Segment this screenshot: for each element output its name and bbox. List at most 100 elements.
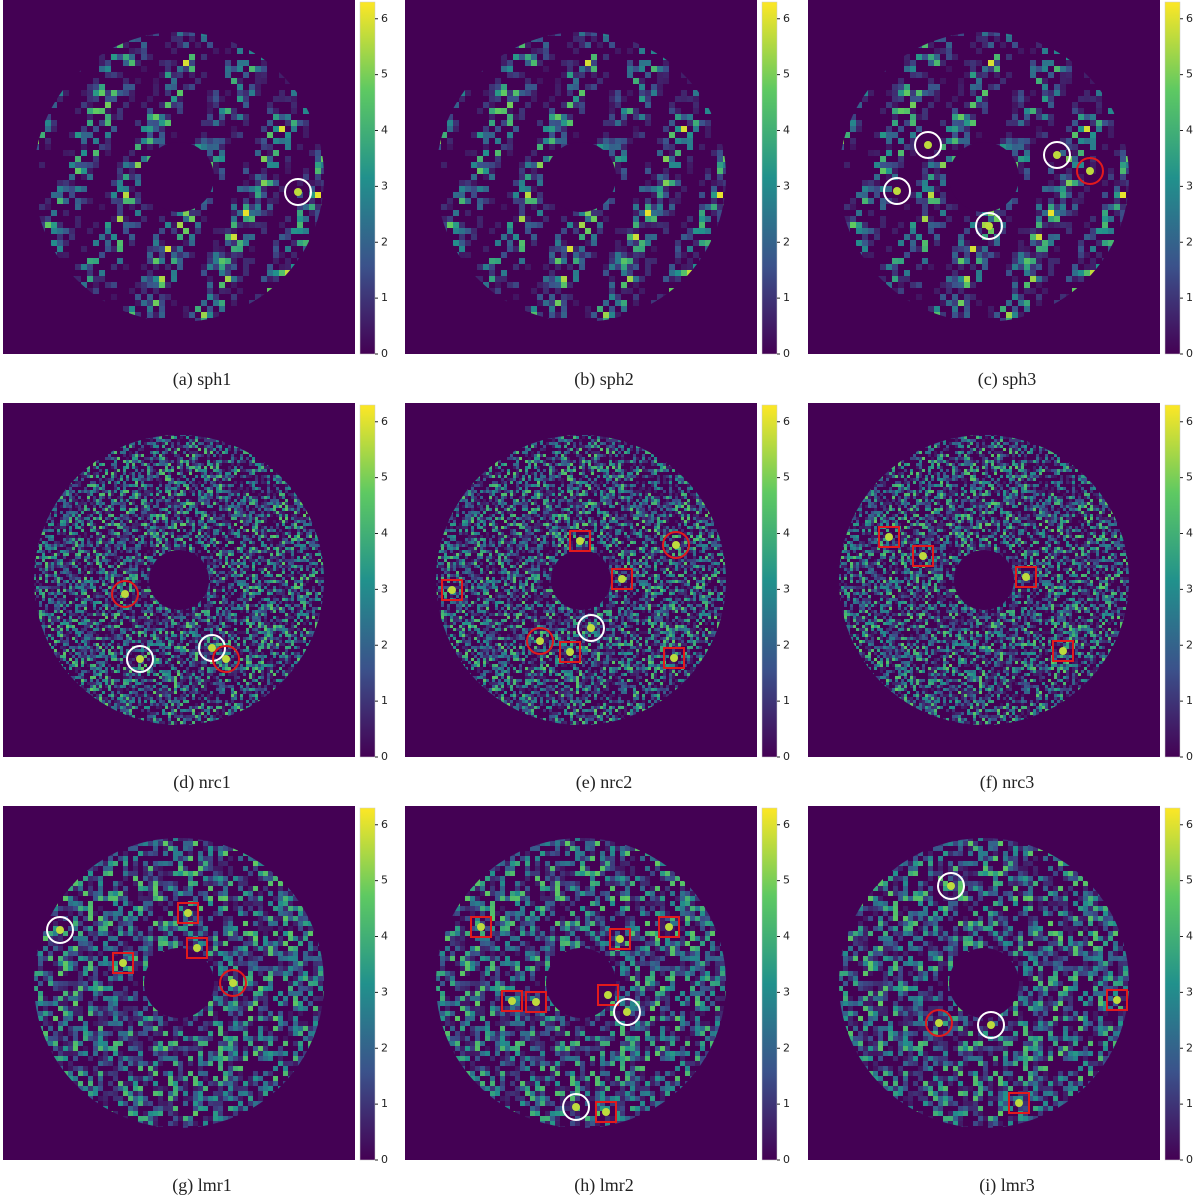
source-blob: [208, 644, 216, 652]
detection-square: [569, 530, 591, 552]
source-blob: [572, 1103, 580, 1111]
source-blob: [924, 141, 932, 149]
caption: (h) lmr2: [574, 1175, 633, 1196]
colorbar-tick-label: 3: [1186, 179, 1193, 192]
colorbar-tick-label: 0: [783, 347, 790, 360]
detection-circle: [975, 212, 1003, 240]
detection-square: [501, 990, 523, 1012]
inner-mask: [949, 948, 1019, 1018]
colorbar-tick-label: 6: [381, 415, 388, 428]
panel: 0 1 2 3 4 5 6 (g) lmr1: [3, 806, 388, 1196]
source-blob: [508, 997, 516, 1005]
source-blob: [294, 188, 302, 196]
detection-circle: [883, 177, 911, 205]
colorbar-tick-label: 2: [1186, 1041, 1193, 1054]
colorbar-tick-label: 3: [381, 179, 388, 192]
colorbar-tick-label: 5: [783, 471, 790, 484]
detection-square: [595, 1101, 617, 1123]
colorbar-tick-label: 6: [1186, 12, 1193, 25]
colorbar-tick-label: 0: [783, 750, 790, 763]
colorbar-tick-label: 6: [783, 818, 790, 831]
detection-circle: [914, 131, 942, 159]
colorbar-tick-label: 2: [381, 638, 388, 651]
panel: 0 1 2 3 4 5 6 (d) nrc1: [3, 403, 388, 793]
source-blob: [56, 926, 64, 934]
colorbar-tick-label: 4: [783, 124, 790, 137]
source-blob: [616, 935, 624, 943]
colorbar-tick-label: 6: [783, 415, 790, 428]
source-blob: [448, 586, 456, 594]
detection-square: [597, 984, 619, 1006]
detection-circle: [925, 1009, 953, 1037]
source-blob: [566, 648, 574, 656]
colorbar: [761, 404, 778, 758]
source-blob: [184, 909, 192, 917]
source-blob: [1022, 573, 1030, 581]
colorbar-tick-label: 5: [381, 68, 388, 81]
colorbar-tick-label: 0: [1186, 750, 1193, 763]
colorbar-tick-label: 3: [1186, 582, 1193, 595]
panel: 0 1 2 3 4 5 6 (a) sph1: [3, 0, 388, 390]
colorbar-tick-label: 3: [381, 582, 388, 595]
detection-square: [186, 937, 208, 959]
source-blob: [119, 959, 127, 967]
inner-mask: [149, 550, 209, 610]
source-blob: [985, 222, 993, 230]
source-blob: [477, 923, 485, 931]
source-blob: [1059, 647, 1067, 655]
colorbar-tick-label: 3: [1186, 985, 1193, 998]
colorbar-tick-label: 1: [783, 694, 790, 707]
source-blob: [672, 541, 680, 549]
colorbar-tick-label: 4: [381, 124, 388, 137]
colorbar-tick-label: 0: [381, 750, 388, 763]
source-blob: [947, 882, 955, 890]
detection-circle: [1076, 157, 1104, 185]
detection-square: [609, 928, 631, 950]
source-blob: [136, 655, 144, 663]
colorbar-tick-label: 3: [783, 179, 790, 192]
detection-circle: [937, 872, 965, 900]
source-blob: [1113, 996, 1121, 1004]
source-blob: [532, 998, 540, 1006]
colorbar-tick-label: 1: [381, 694, 388, 707]
source-blob: [604, 991, 612, 999]
detection-circle: [219, 969, 247, 997]
colorbar-tick-label: 2: [783, 638, 790, 651]
source-blob: [618, 575, 626, 583]
colorbar-tick-label: 2: [1186, 638, 1193, 651]
colorbar-tick-label: 1: [783, 1097, 790, 1110]
colorbar-tick-label: 3: [783, 985, 790, 998]
source-blob: [670, 654, 678, 662]
source-blob: [935, 1019, 943, 1027]
colorbar-tick-label: 0: [381, 347, 388, 360]
detection-square: [611, 568, 633, 590]
detection-square: [112, 952, 134, 974]
detection-circle: [577, 614, 605, 642]
caption: (a) sph1: [173, 369, 231, 390]
colorbar: [359, 1, 376, 355]
caption: (f) nrc3: [980, 772, 1034, 793]
colorbar-tick-label: 5: [1186, 874, 1193, 887]
inner-mask: [949, 142, 1019, 212]
detection-circle: [212, 645, 240, 673]
caption: (g) lmr1: [172, 1175, 231, 1196]
colorbar-tick-label: 4: [381, 930, 388, 943]
source-blob: [536, 637, 544, 645]
colorbar: [1164, 807, 1181, 1161]
colorbar-tick-label: 1: [381, 291, 388, 304]
colorbar-tick-label: 6: [381, 818, 388, 831]
caption: (i) lmr3: [979, 1175, 1035, 1196]
detection-square: [1106, 989, 1128, 1011]
colorbar-tick-label: 1: [1186, 694, 1193, 707]
colorbar-tick-label: 4: [783, 527, 790, 540]
colorbar-tick-label: 2: [783, 235, 790, 248]
source-blob: [587, 624, 595, 632]
panel: 0 1 2 3 4 5 6 (i) lmr3: [808, 806, 1193, 1196]
source-blob: [623, 1008, 631, 1016]
colorbar-tick-label: 1: [1186, 1097, 1193, 1110]
colorbar-tick-label: 3: [783, 582, 790, 595]
caption: (c) sph3: [978, 369, 1036, 390]
source-blob: [193, 944, 201, 952]
inner-mask: [144, 142, 214, 212]
colorbar: [1164, 1, 1181, 355]
